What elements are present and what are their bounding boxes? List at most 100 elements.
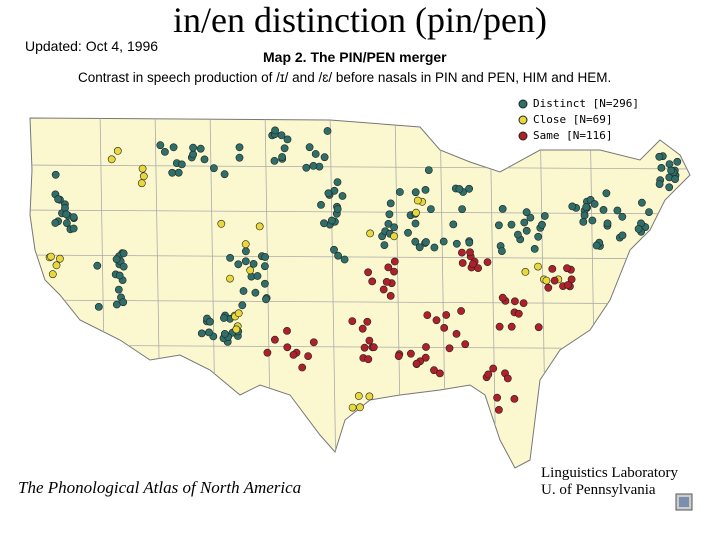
survey-point [390,223,398,232]
survey-point [458,259,467,267]
survey-point [270,335,279,344]
survey-point [217,219,226,228]
survey-point [390,232,398,241]
survey-point [338,192,347,200]
survey-point [220,170,229,179]
survey-point [119,249,128,258]
survey-point [673,157,682,166]
survey-point [69,213,78,222]
survey-point [563,264,571,273]
survey-point [209,164,218,173]
survey-point [283,326,291,335]
survey-point [253,272,262,280]
survey-point [330,245,338,254]
survey-point [93,261,102,270]
survey-point [582,203,591,211]
survey-point [520,218,529,227]
survey-point [107,155,116,164]
survey-point [189,143,197,152]
survey-point [439,237,448,246]
survey-point [564,281,572,289]
survey-point [495,322,504,331]
survey-point [220,329,229,338]
survey-point [432,316,441,325]
survey-point [238,301,247,310]
survey-point [63,219,71,227]
survey-point [567,275,576,284]
survey-point [449,220,458,229]
survey-point [534,232,543,241]
state-line [30,299,690,305]
survey-point [655,152,664,161]
survey-point [160,147,169,156]
survey-point [47,252,55,261]
survey-point [235,153,244,162]
survey-point [262,295,270,304]
survey-point [522,226,531,235]
survey-point [168,168,177,177]
survey-point [280,144,289,153]
survey-point [232,325,241,334]
survey-point [320,153,329,162]
survey-point [197,329,206,338]
survey-point [219,314,228,322]
survey-point [519,299,528,307]
survey-point [465,184,473,193]
survey-point [411,219,420,228]
survey-point [174,168,183,177]
survey-point [413,196,422,205]
survey-point [206,317,214,326]
survey-point [514,309,523,318]
updated-note: Updated: Oct 4, 1996 [25,38,159,54]
survey-point [474,264,482,272]
survey-point [114,285,123,294]
survey-point [384,219,393,228]
survey-point [327,216,336,225]
survey-point [379,285,388,294]
survey-point [234,260,243,269]
survey-point [348,317,357,325]
survey-point [538,220,546,229]
survey-point [645,208,653,216]
survey-point [634,224,643,233]
survey-point [251,288,260,297]
survey-point [119,262,128,271]
survey-point [271,126,279,135]
survey-point [442,311,451,319]
survey-point [457,307,465,315]
survey-point [667,166,675,175]
survey-point [48,270,57,279]
survey-point [115,271,124,280]
survey-point [503,374,512,383]
state-line [329,118,337,468]
survey-point [278,153,286,161]
survey-point [618,231,627,240]
survey-point [423,311,432,319]
survey-point [51,170,60,179]
survey-point [452,329,461,338]
survey-point [358,324,367,333]
survey-point [526,213,535,222]
survey-point [333,205,342,213]
state-line [30,254,690,260]
survey-point [602,189,611,198]
corner-icon [675,493,693,511]
survey-point [365,336,374,345]
survey-point [156,141,165,150]
survey-point [298,363,307,372]
survey-point [534,262,542,271]
survey-point [548,264,557,273]
survey-point [430,366,438,375]
survey-point [241,247,250,256]
atlas-credit: The Phonological Atlas of North America [18,478,302,497]
survey-point [638,198,646,207]
survey-point [249,259,258,268]
survey-point [235,143,244,152]
survey-point [452,239,461,248]
survey-point [333,178,342,186]
survey-point [655,180,664,188]
survey-points [45,126,682,414]
survey-point [498,204,507,213]
survey-point [309,161,318,170]
survey-point [404,228,412,237]
